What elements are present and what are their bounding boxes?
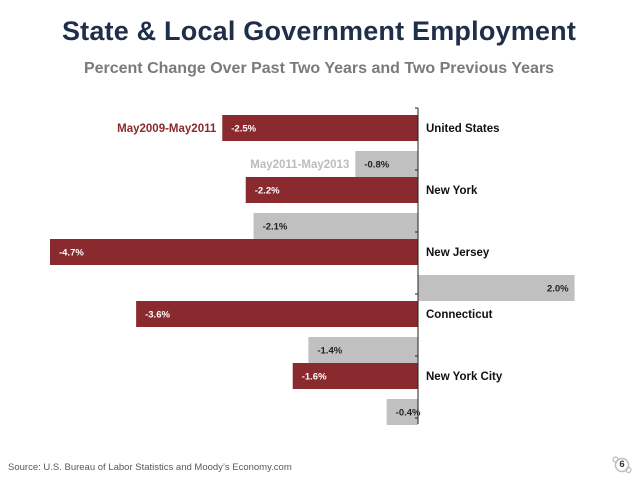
category-label: New York City [426,371,503,383]
source-footnote: Source: U.S. Bureau of Labor Statistics … [8,462,292,473]
page-number: 6 [611,459,633,470]
category-label: New Jersey [426,247,490,259]
data-label: -0.4% [396,408,421,419]
data-label: -3.6% [145,310,170,321]
data-label: 2.0% [547,284,569,295]
data-label: -2.1% [263,222,288,233]
data-label: -1.4% [317,346,342,357]
legend-series-2: May2011-May2013 [250,159,349,171]
data-label: -2.2% [255,186,280,197]
bar-s1-connecticut [136,301,418,327]
bar-s1-new-jersey [50,239,418,265]
legend-series-1: May2009-May2011 [117,123,217,135]
category-label: New York [426,185,478,197]
data-label: -4.7% [59,248,84,259]
data-label: -0.8% [364,160,389,171]
data-label: -1.6% [302,372,327,383]
category-label: United States [426,123,500,135]
category-label: Connecticut [426,309,493,321]
bar-chart: -2.5% -0.8% United States -2.2% -2.1% New Yor… [0,0,638,479]
page-number-badge: 6 [611,456,633,474]
data-label: -2.5% [231,124,256,135]
